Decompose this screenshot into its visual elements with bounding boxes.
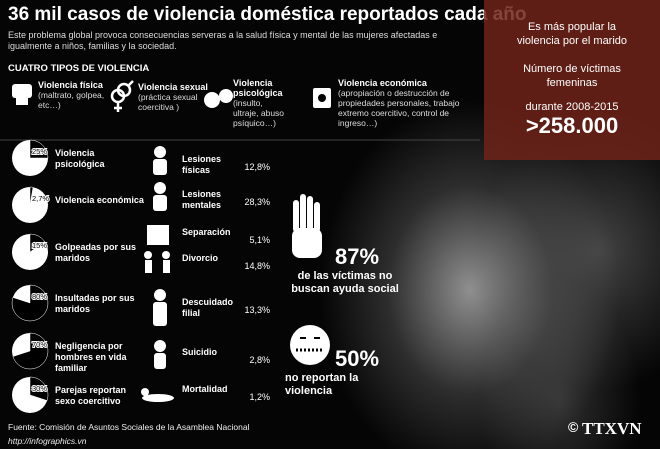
pie-label: 30% <box>32 384 47 393</box>
icon-wallet <box>313 88 331 108</box>
pie-text: Golpeadas por sus maridos <box>55 242 137 263</box>
pie-text: Violencia económica <box>55 195 144 205</box>
pie-slice <box>11 284 49 322</box>
stat: 50% no reportan la violencia <box>285 346 379 398</box>
consequence-value: 1,2% <box>249 392 270 402</box>
source: Fuente: Comisión de Asuntos Sociales de … <box>8 422 250 432</box>
icon-faces <box>204 89 233 108</box>
type-desc: (apropiación o destrucción de propiedade… <box>338 88 460 128</box>
consequence-value: 28,3% <box>244 197 270 207</box>
consequence-name: Separación <box>182 227 231 237</box>
pie-slice <box>29 376 49 401</box>
consequence-icons <box>141 146 174 402</box>
consequence-value: 12,8% <box>244 162 270 172</box>
consequence-value: 2,8% <box>249 355 270 365</box>
type-desc: (insulto, ultraje, abuso psíquico…) <box>233 98 285 128</box>
type-desc: (práctica sexual coercitiva ) <box>138 92 198 112</box>
stat: 87% de las víctimas no buscan ayuda soci… <box>285 244 405 296</box>
pie-slice <box>12 332 49 370</box>
url: http://infographics.vn <box>8 436 87 446</box>
consequence-name: Mortalidad <box>182 384 228 394</box>
type: Violencia psicológica (insulto, ultraje, … <box>233 78 313 128</box>
logo: TTXVN <box>582 419 642 438</box>
type-name: Violencia económica <box>338 78 427 88</box>
stat-text: no reportan la violencia <box>285 372 359 397</box>
pie-label: 70% <box>32 340 47 349</box>
type-desc: (maltrato, golpea, etc…) <box>38 90 105 110</box>
consequence-name: Suicidio <box>182 347 218 357</box>
icon-gender <box>110 80 134 112</box>
pie-label: 25% <box>32 147 47 156</box>
panel-period: durante 2008-2015 <box>525 101 619 113</box>
pie-label: 2,7% <box>32 194 49 203</box>
pie-text: Insultadas por sus maridos <box>55 293 135 314</box>
pie-text: Parejas reportan sexo coercitivo <box>55 385 127 406</box>
panel-total: >258.000 <box>525 113 619 138</box>
stat-text: de las víctimas no buscan ayuda social <box>291 270 399 295</box>
type-name: Violencia psicológica <box>233 78 283 98</box>
pie-label: 80% <box>32 292 47 301</box>
type: Violencia física (maltrato, golpea, etc…) <box>38 80 108 110</box>
type: Violencia económica (apropiación o destru… <box>338 78 473 128</box>
pie-label: 15% <box>32 241 47 250</box>
title: 36 mil casos de violencia doméstica repo… <box>8 4 527 25</box>
stat-value: 87% <box>335 244 380 269</box>
pie-text: Violencia psicológica <box>55 148 105 169</box>
panel-line: Es más popular la violencia por el marid… <box>516 21 628 47</box>
consequence-value: 13,3% <box>244 305 270 315</box>
stat-value: 50% <box>335 346 380 371</box>
type: Violencia sexual (práctica sexual coercit… <box>138 82 208 112</box>
consequence-name: Divorcio <box>182 253 219 263</box>
types-heading: CUATRO TIPOS DE VIOLENCIA <box>8 63 150 74</box>
panel-line: Número de víctimas femeninas <box>523 63 621 89</box>
pie-text: Negligencia por hombres en vida familiar <box>55 341 127 373</box>
subtitle: Este problema global provoca consecuenci… <box>8 30 438 51</box>
pie-slice <box>29 233 45 253</box>
consequence-name: Descuidado filial <box>182 297 234 318</box>
consequence-name: Lesiones físicas <box>182 154 222 175</box>
copyright: © <box>568 419 579 435</box>
summary-panel: Es más popular la violencia por el marid… <box>484 0 660 160</box>
pie-slice <box>29 186 34 206</box>
consequence-name: Lesiones mentales <box>182 189 222 210</box>
consequence-value: 5,1% <box>249 235 270 245</box>
type-name: Violencia física <box>38 80 103 90</box>
icon-fist <box>12 84 32 105</box>
icon-face-zip <box>290 325 330 365</box>
type-name: Violencia sexual <box>138 82 208 92</box>
icon-hand <box>292 194 322 258</box>
consequence-value: 14,8% <box>244 261 270 271</box>
pie-slice <box>29 139 49 159</box>
